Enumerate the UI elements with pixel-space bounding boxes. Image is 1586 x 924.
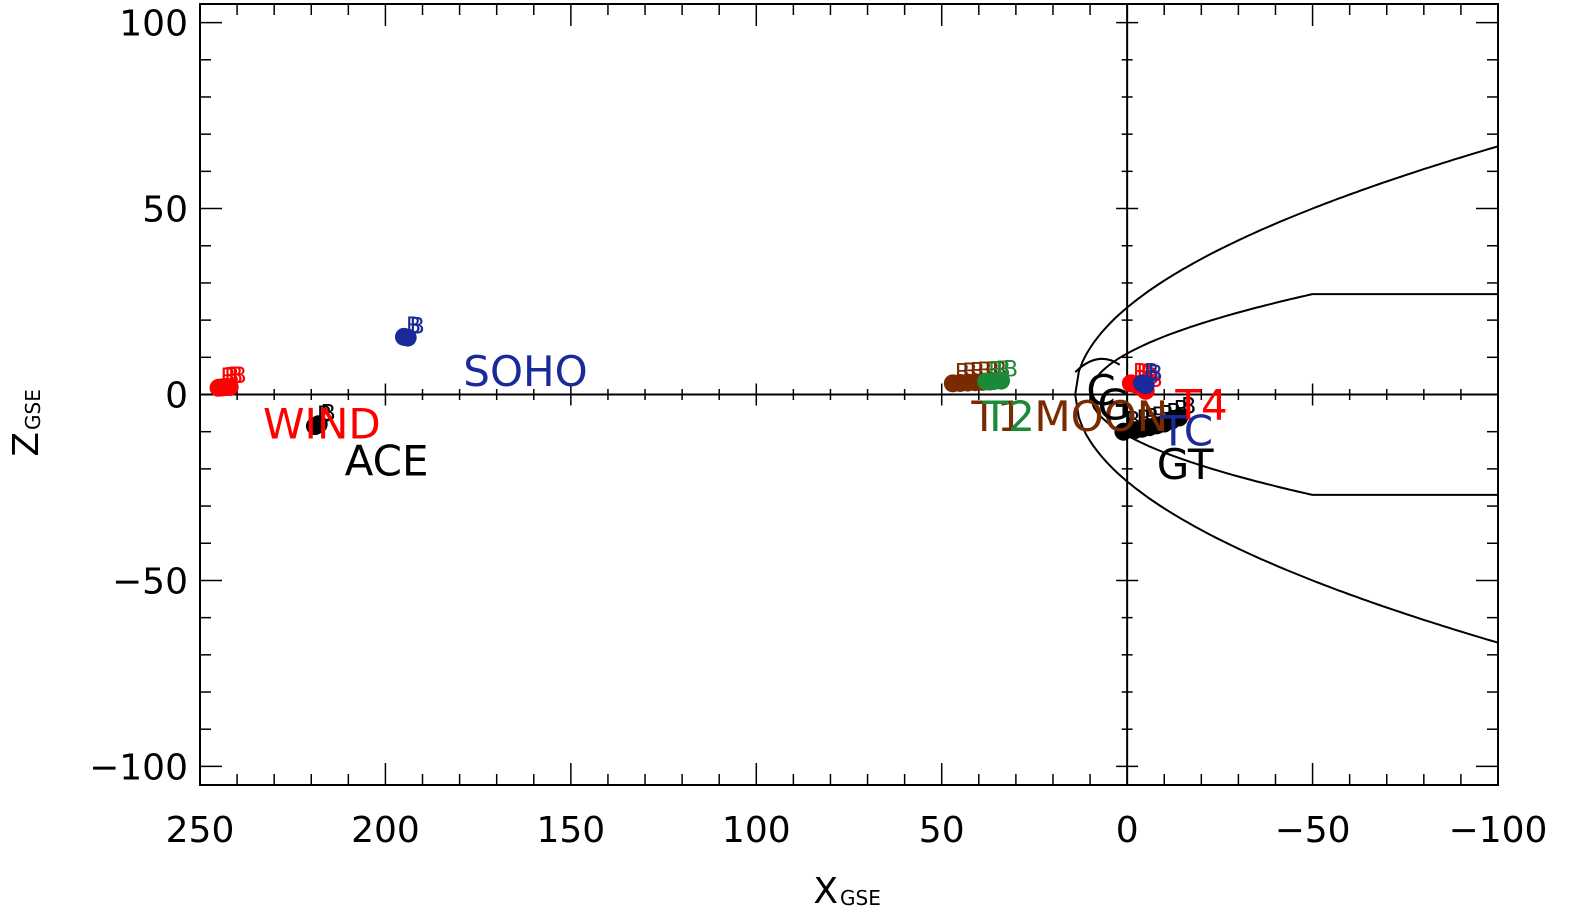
spacecraft-point-tc [1136, 376, 1155, 395]
spacecraft-label-ace: ACE [345, 436, 429, 485]
y-tick-label: −50 [112, 561, 188, 602]
y-tick-label: 50 [142, 190, 188, 231]
y-axis-label: Z [6, 432, 47, 457]
spacecraft-label-t1: T1 [970, 392, 1023, 441]
spacecraft-label-c: C [1086, 366, 1115, 415]
x-tick-label: −50 [1275, 810, 1351, 851]
x-tick-label: 250 [166, 810, 235, 851]
spacecraft-label-gt: GT [1157, 440, 1214, 489]
spacecraft-points: BBBBBBBBBBBBBBBBBBBBBBBBBBBBBBBB [209, 314, 1196, 441]
x-tick-label: 100 [722, 810, 791, 851]
spacecraft-label-g: G [1097, 381, 1130, 430]
spacecraft-label-t5: T4 [1174, 381, 1227, 430]
y-tick-label: −100 [89, 747, 188, 788]
marker-b-gt: B [1181, 395, 1196, 420]
spacecraft-label-soho: SOHO [463, 347, 587, 396]
spacecraft-point-ace [309, 415, 328, 434]
axis-crosshair [200, 4, 1498, 785]
spacecraft-point-t2 [992, 371, 1011, 390]
marker-b-wind: B [232, 364, 247, 389]
tick-marks [199, 4, 1499, 785]
spacecraft-label-wind: WIND [263, 399, 381, 448]
marker-b-t2: B [1003, 358, 1018, 383]
spacecraft-label-t2: T2 [982, 392, 1035, 441]
marker-b-ace: B [321, 401, 336, 426]
spacecraft-point-gt [1170, 408, 1189, 427]
spacecraft-point-wind [220, 378, 239, 397]
x-axis-label-subscript: GSE [840, 886, 881, 910]
x-tick-label: 150 [536, 810, 605, 851]
spacecraft-point-soho [398, 328, 417, 347]
x-tick-label: −100 [1449, 810, 1548, 851]
y-axis-label-subscript: GSE [21, 389, 45, 430]
y-tick-label: 100 [119, 4, 188, 45]
y-tick-label: 0 [165, 376, 188, 417]
x-tick-label: 0 [1116, 810, 1139, 851]
x-tick-label: 50 [919, 810, 965, 851]
spacecraft-label-tc: TC [1160, 407, 1214, 456]
x-axis-label: X [813, 871, 838, 912]
marker-b-tc: B [1148, 362, 1163, 387]
marker-b-soho: B [410, 315, 425, 340]
tick-labels: 250 200 150 100 50 0 −50 −100 100 50 0 −50 −100 [89, 4, 1547, 851]
spacecraft-label-moon: MOON [1034, 392, 1168, 441]
x-tick-label: 200 [351, 810, 420, 851]
inner-arc [1074, 357, 1121, 373]
